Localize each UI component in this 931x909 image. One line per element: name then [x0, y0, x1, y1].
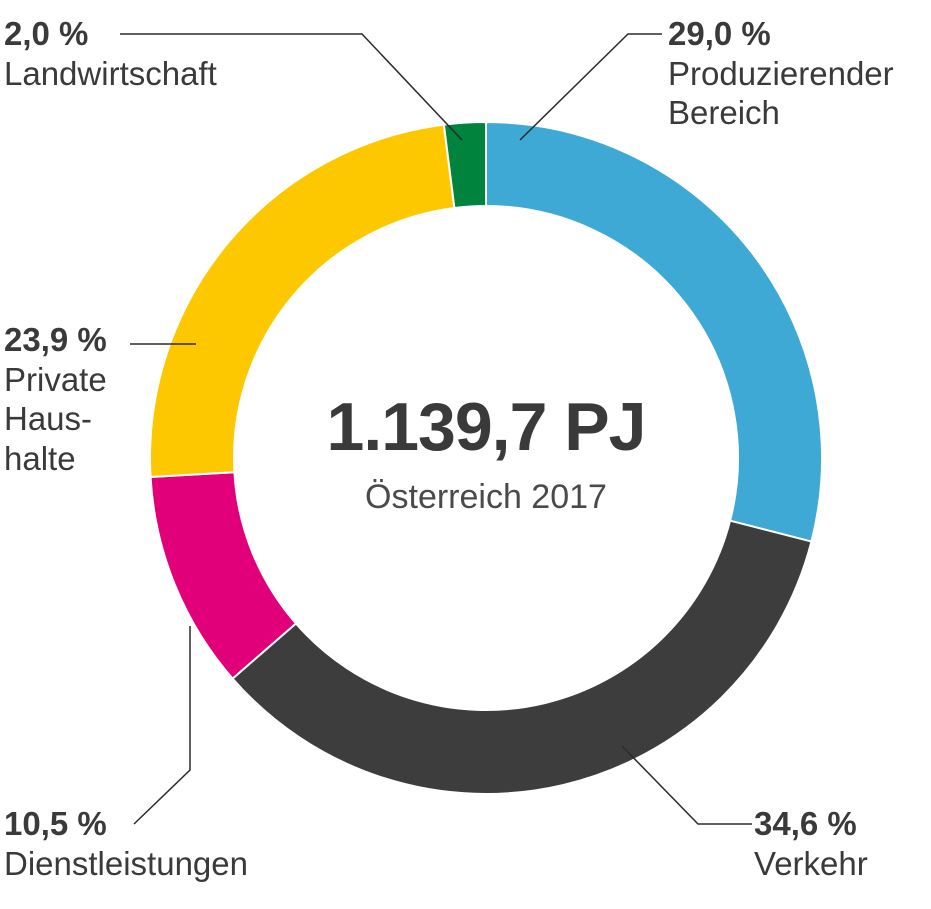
label-produzierender-bereich: 29,0 % Produzierender Bereich — [668, 14, 894, 133]
name-dienstleistungen: Dienstleistungen — [4, 844, 248, 882]
name-produzierender-bereich: Produzierender Bereich — [668, 54, 894, 132]
slice-private-haushalte — [149, 123, 456, 479]
leader-verkehr — [621, 745, 752, 825]
label-private-haushalte: 23,9 % Private Haus- halte — [4, 320, 107, 478]
value-dienstleistungen: 10,5 % — [4, 805, 107, 842]
name-private-haushalte: Private Haus- halte — [4, 360, 107, 477]
leader-produzierender-bereich — [519, 33, 662, 141]
name-verkehr: Verkehr — [754, 844, 868, 882]
label-verkehr: 34,6 % Verkehr — [754, 804, 868, 883]
center-total-value: 1.139,7 PJ — [326, 389, 647, 465]
slice-verkehr — [231, 519, 813, 795]
name-landwirtschaft: Landwirtschaft — [4, 54, 217, 92]
value-private-haushalte: 23,9 % — [4, 321, 107, 358]
slice-landwirtschaft — [442, 120, 487, 210]
leader-dienstleistungen — [133, 626, 191, 825]
center-caption: Österreich 2017 — [365, 478, 607, 516]
leader-landwirtschaft — [120, 33, 463, 141]
slice-produzierender-bereich — [485, 120, 823, 543]
value-produzierender-bereich: 29,0 % — [668, 15, 771, 52]
value-verkehr: 34,6 % — [754, 805, 857, 842]
label-landwirtschaft: 2,0 % Landwirtschaft — [4, 14, 217, 93]
value-landwirtschaft: 2,0 % — [4, 15, 89, 52]
label-dienstleistungen: 10,5 % Dienstleistungen — [4, 804, 248, 883]
